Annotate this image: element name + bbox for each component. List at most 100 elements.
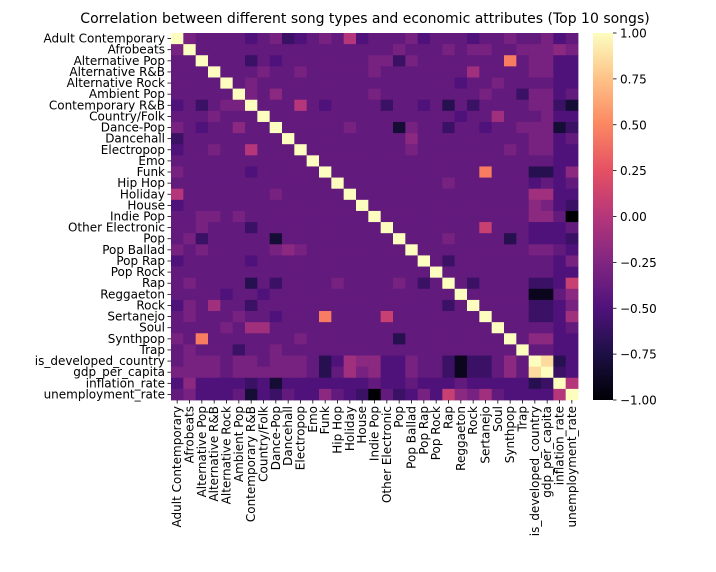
heatmap-cell [294,233,308,245]
heatmap-cell [380,55,394,67]
heatmap-cell [553,266,567,279]
heatmap-cell [516,33,530,45]
heatmap-cell [171,66,184,78]
heatmap-cell [356,110,369,123]
heatmap-cell [467,166,480,178]
heatmap-cell [343,344,357,356]
heatmap-cell [245,288,258,301]
heatmap-cell [331,33,345,45]
heatmap-cell [257,77,271,89]
heatmap-cell [306,222,320,234]
heatmap-cell [195,388,209,401]
heatmap-cell [269,121,283,134]
heatmap-cell [417,144,431,156]
heatmap-cell [306,155,320,167]
heatmap-cell [504,44,517,56]
heatmap-cell [393,188,406,201]
heatmap-cell [171,277,184,290]
heatmap-cell [528,288,542,301]
heatmap-cell [319,210,332,223]
heatmap-cell [245,322,258,334]
heatmap-cell [294,388,308,401]
heatmap-cell [282,44,295,56]
heatmap-cell [319,77,332,89]
heatmap-cell [195,55,209,67]
heatmap-cell [208,77,221,89]
y-tick-label: Alternative Pop [74,54,165,68]
heatmap-cell [257,110,271,123]
heatmap-cell [220,255,234,267]
heatmap-cell [171,210,184,223]
heatmap-cell [516,88,530,101]
heatmap-cell [405,177,419,190]
heatmap-cell [504,133,517,145]
y-tick-label: Pop Rap [116,254,165,268]
heatmap-cell [343,121,357,134]
heatmap-cell [479,377,493,390]
heatmap-cell [405,99,419,112]
heatmap-cell [306,377,320,390]
heatmap-cell [306,344,320,356]
heatmap-cell [269,88,283,101]
heatmap-cell [257,144,271,156]
heatmap-cell [430,188,443,201]
heatmap-cell [257,155,271,167]
heatmap-cell [454,121,468,134]
heatmap-cell [442,355,456,368]
heatmap-cell [553,44,567,56]
heatmap-cell [541,233,554,245]
heatmap-cell [380,388,394,401]
x-tick-label: Electropop [294,406,308,470]
heatmap-cell [541,311,554,323]
heatmap-cell [430,155,443,167]
heatmap-cell [565,355,579,368]
heatmap-cell [380,77,394,89]
heatmap-cell [183,288,197,301]
heatmap-cell [504,88,517,101]
heatmap-cell [257,366,271,379]
heatmap-cell [220,366,234,379]
y-tick-label: Dancehall [105,132,165,146]
colorbar-tick-label: −0.25 [620,256,657,270]
heatmap-cell [356,322,369,334]
heatmap-cell [171,388,184,401]
heatmap-cell [220,311,234,323]
y-tick-label: inflation_rate [86,376,165,390]
heatmap-cell [356,33,369,45]
heatmap-cell [220,110,234,123]
heatmap-cell [405,388,419,401]
heatmap-cell [417,255,431,267]
heatmap-cell [565,222,579,234]
heatmap-cell [232,55,246,67]
heatmap-cell [269,144,283,156]
heatmap-cell [356,166,369,178]
heatmap-cell [504,222,517,234]
heatmap-cell [393,344,406,356]
heatmap-cell [380,322,394,334]
heatmap-cell [331,77,345,89]
heatmap-cell [541,88,554,101]
heatmap-cell [430,144,443,156]
heatmap-cell [553,77,567,89]
heatmap-cell [282,99,295,112]
heatmap-cell [220,222,234,234]
heatmap-cell [405,55,419,67]
x-tick-label: Trap [516,406,530,432]
heatmap-cell [504,66,517,78]
heatmap-cell [430,333,443,345]
heatmap-cell [565,311,579,323]
heatmap-cell [454,288,468,301]
heatmap-cell [479,66,493,78]
heatmap-cell [417,266,431,279]
heatmap-cell [467,44,480,56]
heatmap-cell [430,277,443,290]
heatmap-cell [232,210,246,223]
heatmap-cell [504,355,517,368]
heatmap-cell [541,66,554,78]
heatmap-cell [331,144,345,156]
heatmap-cell [368,99,382,112]
heatmap-cell [245,222,258,234]
heatmap-cell [417,333,431,345]
heatmap-cell [491,244,505,256]
